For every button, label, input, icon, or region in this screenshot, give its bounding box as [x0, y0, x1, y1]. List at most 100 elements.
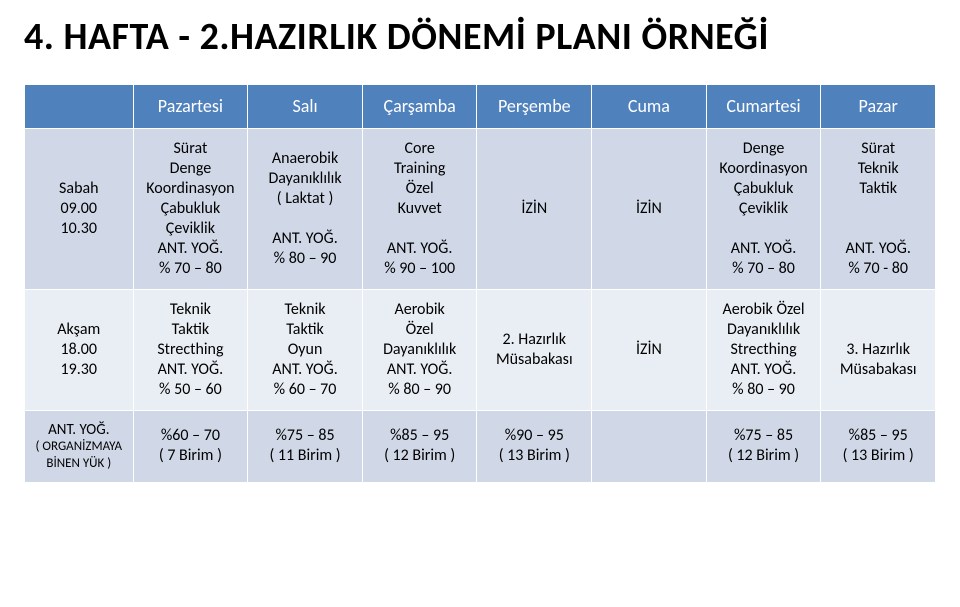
cell-line: Çabukluk [713, 179, 815, 199]
cell-line: ANT. YOĞ. [713, 239, 815, 259]
aksam-pazar: 3. HazırlıkMüsabakası [821, 289, 936, 410]
sabah-persembe: İZİN [477, 128, 592, 289]
yuk-sali: %75 – 85( 11 Birim ) [248, 410, 363, 482]
cell-line: ( 12 Birim ) [369, 446, 471, 466]
aksam-carsamba: AerobikÖzelDayanıklılıkANT. YOĞ.% 80 – 9… [362, 289, 477, 410]
cell-line: Strecthing [713, 340, 815, 360]
cell-line: ANT. YOĞ. [254, 360, 356, 380]
row-sabah-label-l2: 09.00 [31, 199, 127, 219]
cell-line [713, 219, 815, 239]
sabah-cuma: İZİN [592, 128, 707, 289]
row-yuk-label: ANT. YOĞ. ( ORGANİZMAYA BİNEN YÜK ) [25, 410, 134, 482]
aksam-persembe: 2. HazırlıkMüsabakası [477, 289, 592, 410]
row-sabah-label: Sabah 09.00 10.30 [25, 128, 134, 289]
cell-line: 3. Hazırlık [827, 340, 929, 360]
header-day-cumartesi: Cumartesi [706, 85, 821, 129]
cell-line: Çabukluk [140, 199, 242, 219]
cell-line: % 70 – 80 [140, 259, 242, 279]
row-sabah-label-l1: Sabah [31, 179, 127, 199]
cell-line: Müsabakası [827, 360, 929, 380]
cell-line: %60 – 70 [140, 426, 242, 446]
row-aksam: Akşam 18.00 19.30 TeknikTaktikStrecthing… [25, 289, 936, 410]
row-aksam-label: Akşam 18.00 19.30 [25, 289, 134, 410]
cell-line: Dayanıklılık [254, 169, 356, 189]
cell-line: % 70 - 80 [827, 259, 929, 279]
aksam-cuma: İZİN [592, 289, 707, 410]
cell-line: Teknik [140, 300, 242, 320]
header-day-carsamba: Çarşamba [362, 85, 477, 129]
cell-line: Dayanıklılık [369, 340, 471, 360]
cell-line: İZİN [483, 199, 585, 219]
cell-line: Taktik [254, 320, 356, 340]
cell-line: % 80 – 90 [369, 380, 471, 400]
sabah-pazar: SüratTeknikTaktik ANT. YOĞ.% 70 - 80 [821, 128, 936, 289]
cell-line [369, 219, 471, 239]
cell-line: % 80 – 90 [254, 249, 356, 269]
cell-line: Oyun [254, 340, 356, 360]
row-yuk-label-l1: ANT. YOĞ. [31, 421, 127, 440]
slide-page: 4. HAFTA - 2.HAZIRLIK DÖNEMİ PLANI ÖRNEĞ… [0, 0, 960, 483]
cell-line: Strecthing [140, 340, 242, 360]
yuk-cumartesi: %75 – 85( 12 Birim ) [706, 410, 821, 482]
cell-line: ( Laktat ) [254, 189, 356, 209]
cell-line: %75 – 85 [713, 426, 815, 446]
cell-line: Özel [369, 320, 471, 340]
aksam-sali: TeknikTaktikOyunANT. YOĞ.% 60 – 70 [248, 289, 363, 410]
cell-line: ( 13 Birim ) [483, 446, 585, 466]
cell-line: ANT. YOĞ. [713, 360, 815, 380]
header-blank [25, 85, 134, 129]
plan-table: Pazartesi Salı Çarşamba Perşembe Cuma Cu… [24, 84, 936, 483]
header-day-pazartesi: Pazartesi [133, 85, 248, 129]
cell-line: %85 – 95 [827, 426, 929, 446]
aksam-cumartesi: Aerobik ÖzelDayanıklılıkStrecthingANT. Y… [706, 289, 821, 410]
cell-line: Koordinasyon [713, 159, 815, 179]
row-yuk: ANT. YOĞ. ( ORGANİZMAYA BİNEN YÜK ) %60 … [25, 410, 936, 482]
cell-line: Kuvvet [369, 199, 471, 219]
cell-line: ( 7 Birim ) [140, 446, 242, 466]
row-sabah-label-l3: 10.30 [31, 219, 127, 239]
cell-line: Training [369, 159, 471, 179]
yuk-pazartesi: %60 – 70( 7 Birim ) [133, 410, 248, 482]
cell-line: ANT. YOĞ. [140, 239, 242, 259]
cell-line: Aerobik Özel [713, 300, 815, 320]
cell-line: Core [369, 139, 471, 159]
row-sabah: Sabah 09.00 10.30 SüratDengeKoordinasyon… [25, 128, 936, 289]
cell-line: 2. Hazırlık [483, 330, 585, 350]
cell-line: Denge [713, 139, 815, 159]
cell-line: ( 13 Birim ) [827, 446, 929, 466]
cell-line: Sürat [140, 139, 242, 159]
cell-line: ANT. YOĞ. [140, 360, 242, 380]
page-title: 4. HAFTA - 2.HAZIRLIK DÖNEMİ PLANI ÖRNEĞ… [24, 14, 936, 60]
cell-line: İZİN [598, 199, 700, 219]
cell-line: %85 – 95 [369, 426, 471, 446]
sabah-pazartesi: SüratDengeKoordinasyonÇabuklukÇeviklikAN… [133, 128, 248, 289]
cell-line: % 80 – 90 [713, 380, 815, 400]
cell-line: Çeviklik [713, 199, 815, 219]
cell-line: Özel [369, 179, 471, 199]
cell-line: Koordinasyon [140, 179, 242, 199]
cell-line: İZİN [598, 340, 700, 360]
sabah-sali: AnaerobikDayanıklılık( Laktat ) ANT. YOĞ… [248, 128, 363, 289]
yuk-carsamba: %85 – 95( 12 Birim ) [362, 410, 477, 482]
cell-line [827, 320, 929, 340]
cell-line: Taktik [827, 179, 929, 199]
cell-line: %90 – 95 [483, 426, 585, 446]
cell-line: ( 11 Birim ) [254, 446, 356, 466]
sabah-cumartesi: DengeKoordinasyonÇabuklukÇeviklik ANT. Y… [706, 128, 821, 289]
row-aksam-label-l1: Akşam [31, 320, 127, 340]
header-day-cuma: Cuma [592, 85, 707, 129]
header-day-persembe: Perşembe [477, 85, 592, 129]
cell-line [827, 219, 929, 239]
cell-line: Teknik [827, 159, 929, 179]
cell-line: % 90 – 100 [369, 259, 471, 279]
cell-line: Denge [140, 159, 242, 179]
row-yuk-label-l3: BİNEN YÜK ) [31, 456, 127, 472]
header-day-sali: Salı [248, 85, 363, 129]
cell-line: % 60 – 70 [254, 380, 356, 400]
cell-line: ANT. YOĞ. [827, 239, 929, 259]
cell-line: Aerobik [369, 300, 471, 320]
aksam-pazartesi: TeknikTaktikStrecthingANT. YOĞ.% 50 – 60 [133, 289, 248, 410]
cell-line: Dayanıklılık [713, 320, 815, 340]
row-aksam-label-l3: 19.30 [31, 360, 127, 380]
sabah-carsamba: CoreTrainingÖzelKuvvet ANT. YOĞ.% 90 – 1… [362, 128, 477, 289]
